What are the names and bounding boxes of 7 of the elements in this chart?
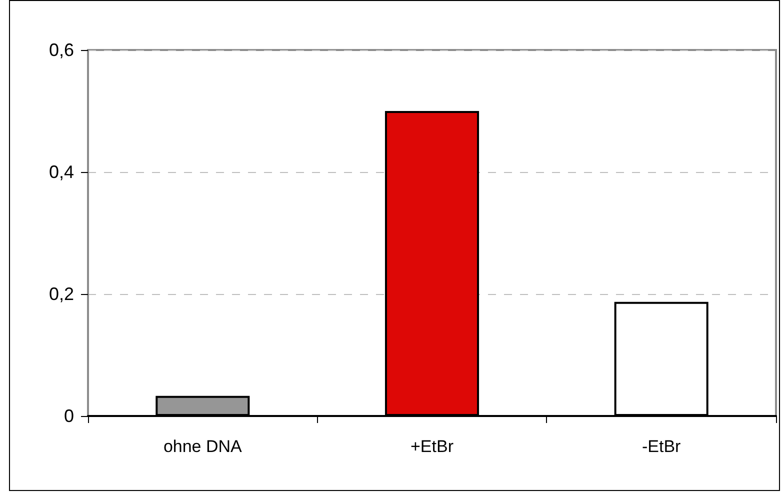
y-tick-label: 0,4: [48, 162, 74, 182]
y-tick-label: 0: [64, 406, 74, 426]
x-tick-label: -EtBr: [642, 437, 682, 456]
y-tick-label: 0,6: [48, 40, 74, 60]
x-tick-label: +EtBr: [410, 437, 454, 456]
x-tick-label: ohne DNA: [163, 437, 243, 456]
y-tick-label: 0,2: [48, 284, 74, 304]
